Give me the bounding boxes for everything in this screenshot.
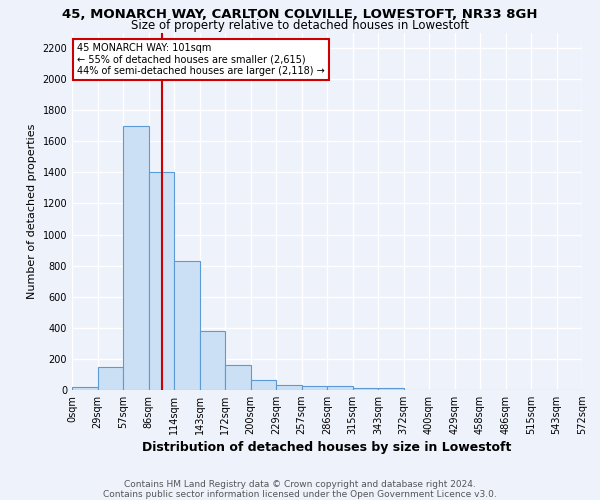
Bar xyxy=(225,365,251,390)
Bar xyxy=(353,388,378,390)
Bar xyxy=(149,172,174,390)
Text: Contains HM Land Registry data © Crown copyright and database right 2024.
Contai: Contains HM Land Registry data © Crown c… xyxy=(103,480,497,499)
Text: 45 MONARCH WAY: 101sqm
← 55% of detached houses are smaller (2,615)
44% of semi-: 45 MONARCH WAY: 101sqm ← 55% of detached… xyxy=(77,43,325,76)
X-axis label: Distribution of detached houses by size in Lowestoft: Distribution of detached houses by size … xyxy=(142,442,512,454)
Text: 45, MONARCH WAY, CARLTON COLVILLE, LOWESTOFT, NR33 8GH: 45, MONARCH WAY, CARLTON COLVILLE, LOWES… xyxy=(62,8,538,20)
Bar xyxy=(378,388,404,390)
Bar xyxy=(123,126,149,390)
Bar xyxy=(72,387,97,390)
Bar xyxy=(327,386,353,390)
Y-axis label: Number of detached properties: Number of detached properties xyxy=(27,124,37,299)
Bar xyxy=(199,331,225,390)
Text: Size of property relative to detached houses in Lowestoft: Size of property relative to detached ho… xyxy=(131,19,469,32)
Bar xyxy=(276,384,302,390)
Bar xyxy=(251,380,276,390)
Bar xyxy=(302,386,327,390)
Bar xyxy=(97,366,123,390)
Bar xyxy=(174,261,199,390)
